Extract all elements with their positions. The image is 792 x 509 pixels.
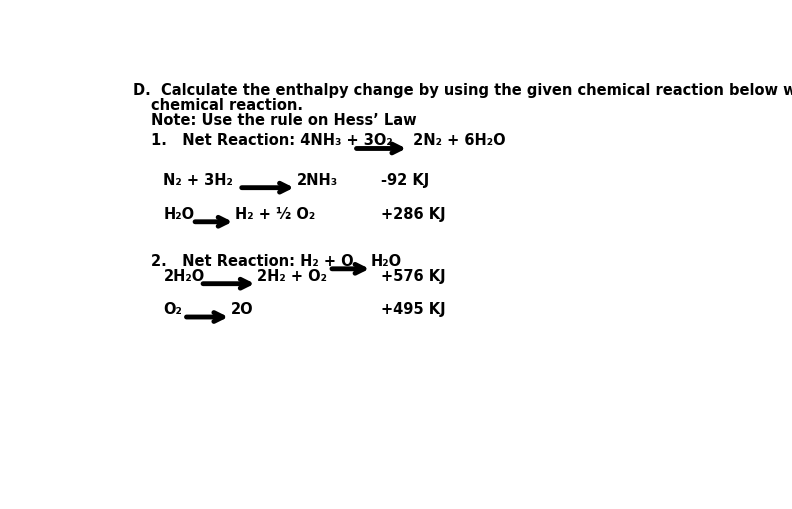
- Text: D.  Calculate the enthalpy change by using the given chemical reaction below wit: D. Calculate the enthalpy change by usin…: [133, 82, 792, 98]
- Text: 1.   Net Reaction: 4NH₃ + 3O₂: 1. Net Reaction: 4NH₃ + 3O₂: [151, 133, 393, 148]
- Text: +576 KJ: +576 KJ: [382, 269, 446, 284]
- Text: 2N₂ + 6H₂O: 2N₂ + 6H₂O: [409, 133, 506, 148]
- Text: H₂ + ½ O₂: H₂ + ½ O₂: [235, 207, 315, 221]
- Text: 2H₂ + O₂: 2H₂ + O₂: [257, 269, 327, 284]
- Text: 2H₂O: 2H₂O: [163, 269, 204, 284]
- Text: +495 KJ: +495 KJ: [382, 302, 446, 317]
- Text: -92 KJ: -92 KJ: [382, 173, 429, 187]
- Text: H₂O: H₂O: [371, 253, 402, 269]
- Text: N₂ + 3H₂: N₂ + 3H₂: [163, 173, 234, 187]
- Text: 2.   Net Reaction: H₂ + O: 2. Net Reaction: H₂ + O: [151, 253, 354, 269]
- Text: 2NH₃: 2NH₃: [297, 173, 337, 187]
- Text: +286 KJ: +286 KJ: [382, 207, 446, 221]
- Text: 2O: 2O: [231, 302, 253, 317]
- Text: chemical reaction.: chemical reaction.: [151, 98, 303, 113]
- Text: H₂O: H₂O: [163, 207, 195, 221]
- Text: O₂: O₂: [163, 302, 182, 317]
- Text: Note: Use the rule on Hess’ Law: Note: Use the rule on Hess’ Law: [151, 113, 417, 128]
